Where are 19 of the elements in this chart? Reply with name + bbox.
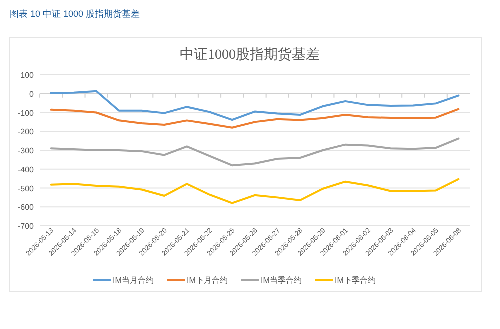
legend-label: IM当月合约 (113, 276, 154, 285)
legend-label: IM下季合约 (335, 276, 376, 285)
y-tick-label: 0 (30, 90, 35, 99)
y-tick-label: -300 (18, 146, 35, 156)
legend-label: IM下月合约 (187, 276, 228, 285)
legend-label: IM当季合约 (261, 276, 302, 285)
y-tick-label: -600 (18, 203, 35, 212)
line-series (50, 178, 460, 204)
chart-title: 中证1000股指期货基差 (180, 47, 320, 63)
y-tick-label: -500 (18, 184, 35, 194)
y-tick-label: -700 (18, 222, 35, 231)
y-tick-label: -400 (18, 165, 35, 174)
line-series (50, 108, 460, 129)
text: 图表 10 中证 1000 股指期货基差 (10, 9, 140, 19)
line-series (50, 90, 460, 122)
y-tick-label: -100 (18, 108, 35, 118)
y-tick-label: 100 (20, 71, 35, 80)
line-series (50, 138, 460, 167)
y-tick-label: -200 (18, 128, 35, 137)
